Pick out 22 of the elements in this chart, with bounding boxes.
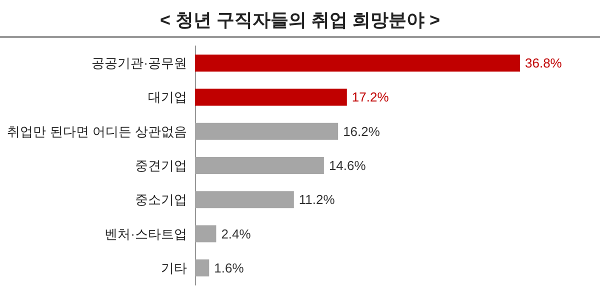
y-tick-label: 벤처·스타트업: [104, 226, 187, 242]
bar: [195, 259, 210, 276]
bar: [195, 191, 294, 208]
bar: [195, 88, 347, 106]
bar: [195, 122, 338, 140]
data-label: 2.4%: [221, 226, 252, 242]
data-label: 1.6%: [214, 260, 244, 276]
y-tick-label: 공공기관·공무원: [92, 56, 187, 71]
bar: [195, 157, 324, 174]
bar: [195, 225, 216, 242]
data-label: 17.2%: [352, 90, 390, 105]
chart-title: < 청년 구직자들의 취업 희망분야 >: [0, 0, 600, 38]
data-label: 16.2%: [343, 124, 380, 139]
bar: [195, 54, 520, 72]
data-label: 14.6%: [328, 158, 366, 173]
data-label: 11.2%: [298, 192, 336, 208]
y-tick-label: 취업만 된다면 어디든 상관없음: [7, 124, 187, 139]
y-tick-label: 중소기업: [135, 192, 187, 208]
data-label: 36.8%: [525, 56, 562, 71]
y-tick-label: 중견기업: [135, 158, 187, 173]
y-tick-label: 대기업: [148, 90, 187, 105]
y-tick-label: 기타: [161, 260, 187, 276]
